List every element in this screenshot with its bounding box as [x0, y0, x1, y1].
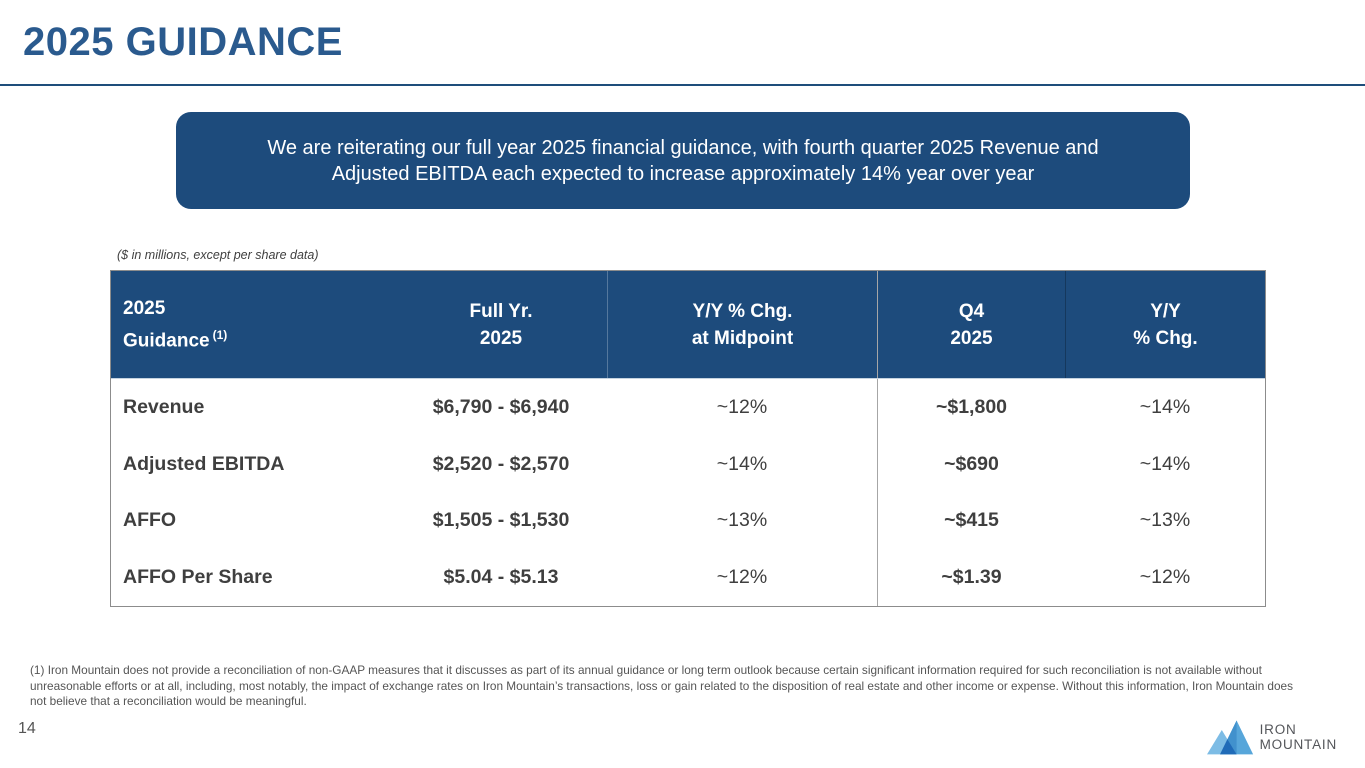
title-divider: [0, 84, 1365, 86]
row-label: AFFO Per Share: [123, 566, 273, 589]
yy-midpoint-value: ~14%: [716, 452, 768, 475]
yy-midpoint-value: ~13%: [716, 509, 768, 532]
row-label: AFFO: [123, 509, 177, 532]
banner-text-line1: We are reiterating our full year 2025 fi…: [267, 136, 1099, 159]
full-yr-value: $2,520 - $2,570: [432, 452, 570, 475]
page-title: 2025 GUIDANCE: [23, 20, 343, 64]
yy-chg-value: ~12%: [1139, 566, 1191, 589]
logo-word-iron: IRON: [1259, 722, 1297, 737]
table-row-affo: AFFO $1,505 - $1,530 ~13% ~$415 ~13%: [111, 492, 1265, 550]
table-row-adjusted-ebitda: Adjusted EBITDA $2,520 - $2,570 ~14% ~$6…: [111, 435, 1265, 493]
header-full-yr-2025: Full Yr. 2025: [469, 300, 533, 349]
iron-mountain-logo: IRON MOUNTAIN: [1206, 718, 1337, 756]
footnote-marker: (1): [212, 327, 228, 342]
table-units-note: ($ in millions, except per share data): [117, 248, 319, 262]
logo-word-mountain: MOUNTAIN: [1259, 737, 1337, 752]
yy-chg-value: ~14%: [1139, 395, 1191, 418]
logo-wordmark: IRON MOUNTAIN: [1260, 722, 1337, 752]
yy-chg-value: ~13%: [1139, 509, 1191, 532]
q4-value: ~$1,800: [877, 379, 1065, 436]
q4-value: ~$1.39: [877, 549, 1065, 606]
guidance-table: 2025 Guidance (1) Full Yr. 2025 Y/Y % Chg…: [110, 270, 1266, 607]
mountain-icon: [1206, 720, 1253, 755]
q4-value: ~$690: [877, 435, 1065, 493]
footnote: (1) Iron Mountain does not provide a rec…: [30, 663, 1293, 708]
table-header-row: 2025 Guidance (1) Full Yr. 2025 Y/Y % Chg…: [111, 271, 1265, 379]
full-yr-value: $5.04 - $5.13: [443, 566, 559, 589]
page-number: 14: [18, 720, 36, 737]
row-label: Adjusted EBITDA: [123, 452, 285, 475]
row-label: Revenue: [123, 395, 205, 418]
full-yr-value: $1,505 - $1,530: [432, 509, 570, 532]
full-yr-value: $6,790 - $6,940: [432, 395, 570, 418]
table-row-revenue: Revenue $6,790 - $6,940 ~12% ~$1,800 ~14…: [111, 379, 1265, 436]
banner-text-line2: Adjusted EBITDA each expected to increas…: [331, 162, 1035, 185]
header-yy-chg: Y/Y % Chg.: [1065, 271, 1265, 378]
table-row-affo-per-share: AFFO Per Share $5.04 - $5.13 ~12% ~$1.39…: [111, 549, 1265, 606]
header-q4-2025: Q4 2025: [877, 271, 1065, 378]
header-yy-chg-midpoint: Y/Y % Chg. at Midpoint: [607, 271, 877, 378]
header-2025-guidance: 2025 Guidance (1): [123, 297, 228, 352]
yy-chg-value: ~14%: [1139, 452, 1191, 475]
q4-value: ~$415: [877, 492, 1065, 550]
guidance-banner: We are reiterating our full year 2025 fi…: [176, 112, 1190, 209]
yy-midpoint-value: ~12%: [716, 395, 768, 418]
table-body: Revenue $6,790 - $6,940 ~12% ~$1,800 ~14…: [111, 379, 1265, 606]
yy-midpoint-value: ~12%: [716, 566, 768, 589]
